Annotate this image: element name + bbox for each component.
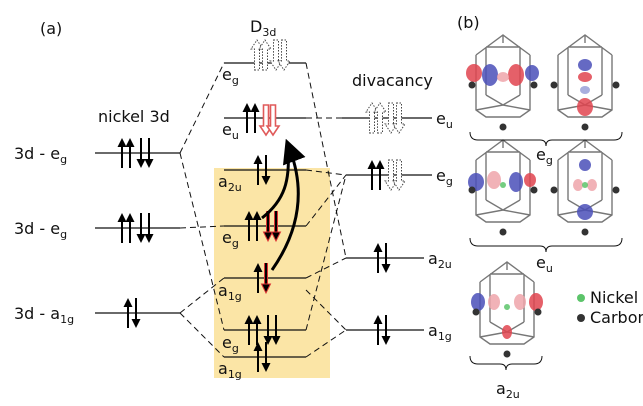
- electron-arrow-head: [137, 234, 146, 243]
- electron-arrow-head: [126, 138, 135, 147]
- level-label: 3d - eg: [14, 144, 67, 166]
- orbital-image: [468, 140, 538, 236]
- legend-marker: [577, 314, 585, 322]
- level-label: 3d - eg: [14, 219, 67, 241]
- electron-arrow-head: [382, 336, 391, 345]
- electron-arrow-head: [137, 159, 146, 168]
- electron-arrow-head: [376, 160, 385, 169]
- right-title: divacancy: [352, 71, 433, 90]
- electron-arrow-head: [254, 155, 263, 164]
- orbital-group-label: eg: [536, 145, 553, 167]
- level-label: 3d - a1g: [14, 304, 74, 326]
- level-label: eu: [436, 109, 453, 131]
- electron-arrow-head: [126, 213, 135, 222]
- orbital-image: [471, 262, 543, 358]
- electron-arrow-head: [243, 103, 252, 112]
- level-label: a2u: [428, 249, 452, 271]
- level-label: eg: [436, 166, 453, 188]
- electron-arrow-head: [118, 213, 127, 222]
- orbital-group-label: eu: [536, 253, 553, 275]
- electron-arrow: [251, 40, 263, 70]
- legend-label: Nickel: [590, 288, 638, 307]
- correlation-line: [180, 63, 224, 153]
- level-label: eu: [222, 120, 239, 142]
- electron-arrow-head: [124, 298, 133, 307]
- electron-arrow-head: [145, 234, 154, 243]
- electron-arrow-head: [382, 264, 391, 273]
- level-label: eg: [222, 65, 239, 87]
- electron-arrow-head: [118, 138, 127, 147]
- level-label: a1g: [428, 321, 452, 343]
- center-title: D3d: [250, 17, 276, 39]
- panel-label: (b): [457, 13, 480, 32]
- orbital-image: [466, 35, 539, 131]
- orbital-group-label: a2u: [496, 379, 520, 401]
- legend-marker: [577, 294, 585, 302]
- electron-arrow-head: [145, 159, 154, 168]
- electron-arrow: [259, 40, 271, 70]
- orbital-image: [551, 35, 620, 131]
- electron-arrow-head: [132, 319, 141, 328]
- figure: (a) (b) D3d nickel 3d divacancy 3d - eg …: [0, 0, 643, 406]
- legend-label: Carbon: [590, 308, 643, 327]
- electron-arrow-head: [374, 243, 383, 252]
- left-title: nickel 3d: [98, 107, 170, 126]
- electron-arrow: [270, 40, 282, 70]
- electron-arrow-head: [374, 315, 383, 324]
- orbital-image: [551, 140, 620, 236]
- electron-arrow: [278, 40, 290, 70]
- electron-arrow-head: [251, 103, 260, 112]
- panel-label: (a): [40, 19, 62, 38]
- electron-arrow-head: [368, 160, 377, 169]
